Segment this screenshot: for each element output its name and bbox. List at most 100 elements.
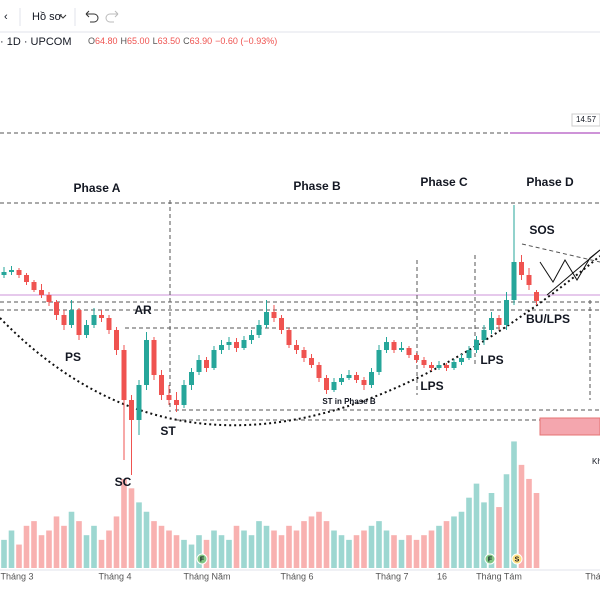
candle-body bbox=[339, 378, 344, 382]
volume-bar bbox=[128, 488, 135, 568]
candle-body bbox=[129, 400, 134, 420]
candle-body bbox=[496, 318, 502, 325]
volume-bar bbox=[248, 535, 255, 568]
toolbar-edge: ‹ bbox=[4, 11, 8, 23]
candle-body bbox=[99, 315, 104, 318]
volume-bar bbox=[293, 530, 300, 568]
candle-body bbox=[301, 350, 307, 358]
volume-bar bbox=[361, 530, 367, 568]
candle-body bbox=[481, 330, 487, 340]
volume-bar bbox=[256, 521, 262, 568]
volume-bar bbox=[181, 539, 187, 568]
candle-body bbox=[421, 360, 427, 365]
candle-body bbox=[174, 400, 179, 405]
ohlc-key: C bbox=[183, 36, 190, 46]
candle-body bbox=[166, 395, 172, 400]
candle-body bbox=[144, 340, 149, 385]
candle-body bbox=[189, 372, 194, 385]
candle-body bbox=[159, 375, 164, 395]
price-label: 14.57 bbox=[576, 115, 597, 124]
candle-body bbox=[46, 295, 52, 302]
candle-body bbox=[54, 302, 59, 315]
time-axis: Tháng 3 Tháng 4 Tháng Năm Tháng 6 Tháng 7 16 T… bbox=[0, 571, 600, 581]
badge[interactable] bbox=[511, 553, 523, 565]
event-label: SOS bbox=[529, 223, 554, 237]
volume-bar bbox=[511, 441, 517, 568]
candle-body bbox=[91, 315, 97, 325]
volume-bar bbox=[233, 525, 240, 568]
volume-bar bbox=[413, 539, 420, 568]
badge-label[interactable]: F bbox=[200, 556, 205, 563]
volume-bar bbox=[83, 535, 90, 568]
candle-pane bbox=[1, 205, 539, 475]
candle-body bbox=[354, 375, 359, 380]
volume-bar bbox=[323, 521, 330, 568]
ohlc-value: 63.50 bbox=[158, 36, 181, 46]
volume-bar bbox=[331, 530, 337, 568]
x-tick-label: Tháng 4 bbox=[98, 571, 131, 581]
phase-label: Phase B bbox=[293, 179, 341, 193]
volume-bar bbox=[398, 539, 405, 568]
badge[interactable] bbox=[196, 553, 208, 565]
profile-button[interactable]: Hồ sơ bbox=[32, 11, 62, 23]
volume-bar bbox=[316, 511, 322, 568]
volume-bar bbox=[451, 516, 457, 568]
volume-bar bbox=[346, 539, 352, 568]
candle-body bbox=[361, 380, 367, 385]
candle-body bbox=[76, 310, 82, 335]
candle-body bbox=[346, 375, 352, 378]
redo-icon[interactable] bbox=[105, 10, 119, 23]
volume-bar bbox=[203, 539, 210, 568]
volume-bar bbox=[458, 511, 465, 568]
candle-body bbox=[39, 290, 44, 295]
volume-bar bbox=[466, 497, 472, 568]
volume-bar bbox=[383, 530, 390, 568]
volume-bar bbox=[241, 530, 247, 568]
candle-body bbox=[504, 300, 509, 325]
volume-bar bbox=[421, 535, 427, 568]
undo-icon[interactable] bbox=[85, 10, 99, 23]
volume-bar bbox=[308, 516, 315, 568]
candle-body bbox=[519, 262, 524, 275]
badge-label[interactable]: S bbox=[515, 556, 520, 563]
candle-body bbox=[226, 342, 232, 345]
candle-body bbox=[324, 378, 329, 390]
candle-body bbox=[526, 275, 532, 285]
volume-bar bbox=[406, 535, 412, 568]
volume-bar bbox=[496, 507, 502, 568]
candle-body bbox=[181, 385, 187, 405]
zone-box bbox=[539, 417, 600, 436]
candle-body bbox=[241, 340, 247, 348]
volume-bar bbox=[376, 521, 382, 568]
candle-body bbox=[286, 330, 292, 345]
volume-bar bbox=[271, 530, 277, 568]
volume-bar bbox=[143, 511, 150, 568]
candle-body bbox=[376, 350, 382, 372]
volume-bar bbox=[46, 530, 52, 568]
candle-body bbox=[61, 315, 67, 325]
candle-body bbox=[136, 385, 142, 420]
ohlc-value: 63.90 bbox=[190, 36, 213, 46]
badge-label[interactable]: F bbox=[488, 556, 493, 563]
candle-body bbox=[151, 340, 157, 375]
volume-bar bbox=[218, 535, 225, 568]
candle-body bbox=[466, 350, 472, 358]
symbol-label: · 1D · UPCOM bbox=[0, 36, 72, 48]
volume-bar bbox=[113, 516, 120, 568]
volume-bar bbox=[121, 478, 127, 568]
volume-bar bbox=[263, 525, 270, 568]
volume-pane bbox=[1, 441, 540, 568]
dropdown-icon[interactable] bbox=[59, 14, 67, 19]
candle-body bbox=[399, 348, 404, 350]
phase-label: Phase D bbox=[526, 175, 574, 189]
badge[interactable] bbox=[484, 553, 496, 565]
volume-bar bbox=[428, 530, 435, 568]
event-label: AR bbox=[134, 303, 152, 317]
candle-body bbox=[316, 365, 322, 378]
ohlc-text: O64.80 H65.00 L63.50 C63.90 −0.60 (−0.93%) bbox=[88, 36, 277, 46]
volume-bar bbox=[16, 544, 22, 568]
volume-bar bbox=[188, 544, 195, 568]
volume-bar bbox=[518, 464, 525, 568]
candle-body bbox=[24, 275, 29, 282]
